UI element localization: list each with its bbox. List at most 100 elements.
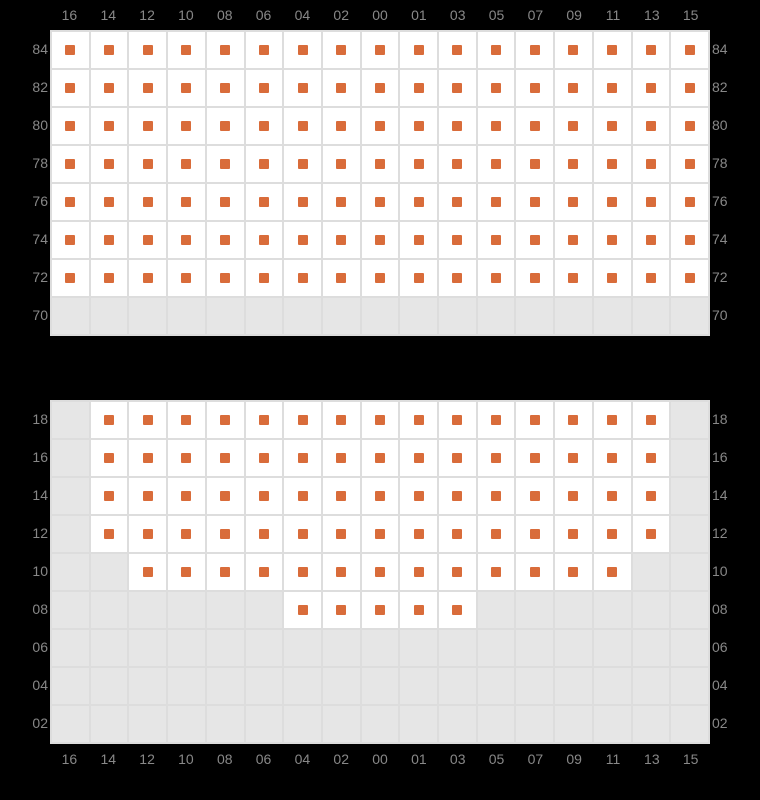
seat-available[interactable] — [361, 439, 400, 477]
seat-available[interactable] — [670, 183, 709, 221]
seat-available[interactable] — [90, 31, 129, 69]
seat-available[interactable] — [206, 259, 245, 297]
seat-available[interactable] — [438, 553, 477, 591]
seat-available[interactable] — [477, 145, 516, 183]
seat-available[interactable] — [245, 477, 284, 515]
seat-available[interactable] — [167, 401, 206, 439]
seat-available[interactable] — [554, 31, 593, 69]
seat-available[interactable] — [438, 401, 477, 439]
seat-available[interactable] — [128, 183, 167, 221]
seat-available[interactable] — [632, 439, 671, 477]
seat-available[interactable] — [322, 515, 361, 553]
seat-available[interactable] — [206, 401, 245, 439]
seat-available[interactable] — [438, 515, 477, 553]
seat-available[interactable] — [283, 31, 322, 69]
seat-available[interactable] — [399, 183, 438, 221]
seat-available[interactable] — [51, 31, 90, 69]
seat-available[interactable] — [90, 259, 129, 297]
seat-available[interactable] — [90, 107, 129, 145]
seat-available[interactable] — [399, 69, 438, 107]
seat-available[interactable] — [361, 31, 400, 69]
seat-available[interactable] — [361, 69, 400, 107]
seat-available[interactable] — [399, 259, 438, 297]
seat-available[interactable] — [593, 439, 632, 477]
seat-available[interactable] — [90, 401, 129, 439]
seat-available[interactable] — [322, 591, 361, 629]
seat-available[interactable] — [593, 259, 632, 297]
seat-available[interactable] — [399, 515, 438, 553]
seat-available[interactable] — [361, 553, 400, 591]
seat-available[interactable] — [593, 477, 632, 515]
seat-available[interactable] — [283, 591, 322, 629]
seat-available[interactable] — [399, 107, 438, 145]
seat-available[interactable] — [283, 439, 322, 477]
seat-available[interactable] — [322, 221, 361, 259]
seat-available[interactable] — [438, 259, 477, 297]
seat-available[interactable] — [167, 107, 206, 145]
seat-available[interactable] — [554, 259, 593, 297]
seat-available[interactable] — [554, 183, 593, 221]
seat-available[interactable] — [283, 553, 322, 591]
seat-available[interactable] — [245, 401, 284, 439]
seat-available[interactable] — [438, 477, 477, 515]
seat-available[interactable] — [670, 221, 709, 259]
seat-available[interactable] — [322, 439, 361, 477]
seat-available[interactable] — [477, 107, 516, 145]
seat-available[interactable] — [245, 107, 284, 145]
seat-available[interactable] — [90, 439, 129, 477]
seat-available[interactable] — [515, 439, 554, 477]
seat-available[interactable] — [361, 477, 400, 515]
seat-available[interactable] — [670, 31, 709, 69]
seat-available[interactable] — [399, 439, 438, 477]
seat-available[interactable] — [554, 69, 593, 107]
seat-available[interactable] — [128, 553, 167, 591]
seat-available[interactable] — [515, 477, 554, 515]
seat-available[interactable] — [128, 477, 167, 515]
seat-available[interactable] — [128, 515, 167, 553]
seat-available[interactable] — [51, 145, 90, 183]
seat-available[interactable] — [51, 183, 90, 221]
seat-available[interactable] — [554, 145, 593, 183]
seat-available[interactable] — [670, 69, 709, 107]
seat-available[interactable] — [245, 515, 284, 553]
seat-available[interactable] — [361, 591, 400, 629]
seat-available[interactable] — [283, 515, 322, 553]
seat-available[interactable] — [51, 107, 90, 145]
seat-available[interactable] — [245, 183, 284, 221]
seat-available[interactable] — [593, 107, 632, 145]
seat-available[interactable] — [283, 221, 322, 259]
seat-available[interactable] — [515, 31, 554, 69]
seat-available[interactable] — [167, 145, 206, 183]
seat-available[interactable] — [167, 515, 206, 553]
seat-available[interactable] — [515, 183, 554, 221]
seat-available[interactable] — [515, 221, 554, 259]
seat-available[interactable] — [593, 221, 632, 259]
seat-available[interactable] — [128, 107, 167, 145]
seat-available[interactable] — [632, 401, 671, 439]
seat-available[interactable] — [206, 439, 245, 477]
seat-available[interactable] — [206, 477, 245, 515]
seat-available[interactable] — [477, 439, 516, 477]
seat-available[interactable] — [438, 31, 477, 69]
seat-available[interactable] — [593, 145, 632, 183]
seat-available[interactable] — [554, 221, 593, 259]
seat-available[interactable] — [593, 69, 632, 107]
seat-available[interactable] — [128, 259, 167, 297]
seat-available[interactable] — [167, 69, 206, 107]
seat-available[interactable] — [632, 221, 671, 259]
seat-available[interactable] — [128, 69, 167, 107]
seat-available[interactable] — [632, 107, 671, 145]
seat-available[interactable] — [515, 107, 554, 145]
seat-available[interactable] — [438, 439, 477, 477]
seat-available[interactable] — [90, 221, 129, 259]
seat-available[interactable] — [90, 515, 129, 553]
seat-available[interactable] — [322, 183, 361, 221]
seat-available[interactable] — [128, 31, 167, 69]
seat-available[interactable] — [399, 401, 438, 439]
seat-available[interactable] — [670, 259, 709, 297]
seat-available[interactable] — [477, 477, 516, 515]
seat-available[interactable] — [167, 477, 206, 515]
seat-available[interactable] — [283, 401, 322, 439]
seat-available[interactable] — [361, 221, 400, 259]
seat-available[interactable] — [206, 553, 245, 591]
